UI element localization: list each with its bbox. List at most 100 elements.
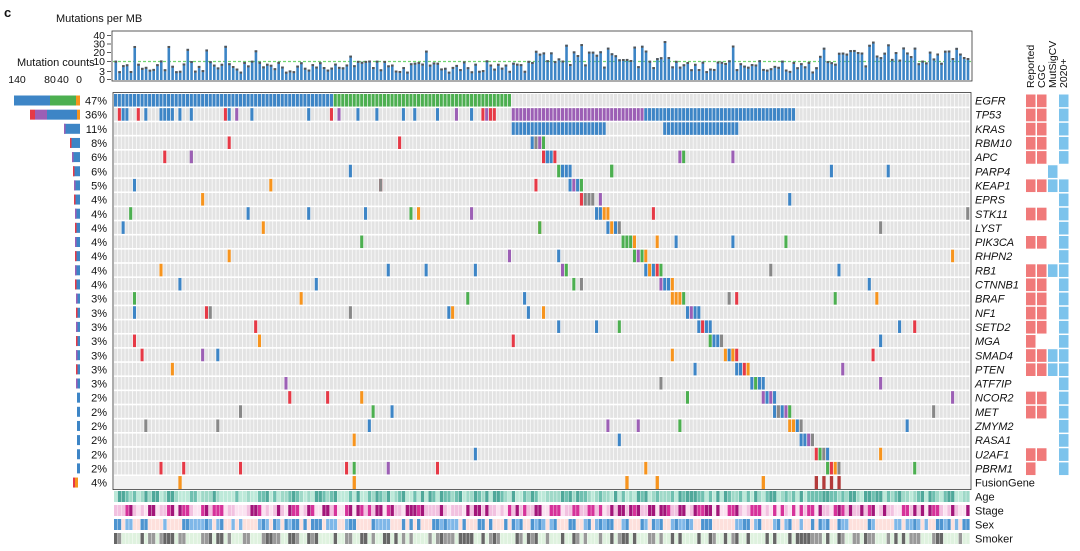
grid-cell [708, 94, 712, 107]
grid-cell [204, 221, 208, 234]
grid-cell [178, 249, 182, 263]
tmb-bar [141, 67, 144, 80]
grid-cell [485, 193, 489, 206]
grid-cell [242, 221, 246, 234]
grid-cell [212, 108, 216, 121]
grid-cell [299, 150, 303, 164]
grid-cell [924, 362, 928, 376]
grid-cell [776, 94, 780, 107]
grid-cell [807, 263, 811, 277]
grid-cell [784, 193, 788, 206]
tmb-bar [765, 69, 769, 80]
grid-cell [345, 235, 349, 249]
grid-cell [417, 193, 421, 206]
grid-cell [666, 178, 671, 192]
grid-cell [939, 306, 943, 319]
grid-cell [303, 150, 307, 164]
grid-cell [132, 320, 137, 333]
grid-cell [939, 235, 943, 249]
grid-cell [735, 249, 739, 263]
grid-cell [182, 164, 186, 178]
grid-cell [212, 277, 216, 291]
grid-cell [375, 122, 379, 135]
grid-cell [428, 334, 432, 348]
tmb-bar [398, 70, 402, 80]
grid-cell [174, 221, 178, 234]
grid-cell [928, 193, 932, 206]
grid-cell [318, 178, 322, 192]
grid-cell [424, 320, 428, 333]
tmb-bar-cap [144, 66, 148, 69]
grid-cell [617, 150, 621, 164]
grid-cell [451, 108, 455, 121]
grid-cell [341, 207, 345, 220]
grid-cell [890, 362, 894, 376]
grid-cell [235, 249, 239, 263]
grid-cell [303, 277, 307, 291]
grid-cell [443, 221, 447, 234]
grid-cell [579, 235, 583, 249]
tmb-bar [262, 66, 265, 80]
grid-cell [276, 164, 280, 178]
grid-cell [954, 207, 958, 220]
grid-cell [898, 221, 902, 234]
grid-cell [640, 235, 644, 249]
grid-cell [140, 306, 144, 319]
grid-cell [148, 249, 152, 263]
grid-cell [208, 263, 212, 277]
grid-cell [651, 150, 655, 164]
grid-cell [860, 277, 864, 291]
grid-cell [375, 277, 379, 291]
grid-cell [413, 136, 417, 149]
grid-cell [413, 362, 417, 376]
grid-cell [697, 348, 701, 362]
grid-cell [326, 292, 330, 305]
grid-cell [223, 334, 227, 348]
grid-cell [939, 94, 943, 107]
tmb-bar [178, 70, 182, 80]
grid-cell [754, 94, 758, 107]
grid-cell [826, 320, 830, 333]
tmb-bar [349, 55, 352, 80]
tmb-bar-cap [239, 71, 243, 74]
grid-cell [704, 334, 708, 348]
grid-cell [776, 306, 780, 319]
grid-cell [920, 249, 924, 263]
grid-cell [420, 292, 424, 305]
grid-cell [174, 263, 178, 277]
grid-cell [348, 136, 352, 149]
tmb-bar [523, 70, 527, 80]
grid-cell [148, 136, 152, 149]
grid-cell [966, 263, 970, 277]
grid-cell [746, 164, 750, 178]
grid-cell [371, 320, 375, 333]
grid-cell [549, 207, 553, 220]
grid-cell [208, 193, 212, 206]
grid-cell [697, 362, 701, 376]
grid-cell [481, 150, 485, 164]
grid-cell [390, 292, 394, 305]
grid-cell [227, 150, 231, 164]
grid-cell [420, 221, 424, 234]
grid-cell [117, 263, 121, 277]
grid-cell [170, 178, 174, 192]
grid-cell [542, 249, 546, 263]
grid-cell [947, 348, 951, 362]
grid-cell [943, 94, 947, 107]
grid-cell [678, 277, 682, 291]
grid-cell [246, 348, 250, 362]
grid-cell [348, 249, 352, 263]
grid-cell [443, 362, 447, 376]
tmb-bar [542, 52, 546, 80]
grid-cell [443, 164, 447, 178]
tmb-bar-cap [466, 67, 470, 70]
grid-cell [621, 94, 625, 107]
grid-cell [829, 249, 833, 263]
grid-cell [636, 348, 640, 362]
grid-cell [326, 150, 330, 164]
grid-cell [417, 136, 421, 149]
grid-cell [651, 136, 655, 149]
grid-cell [454, 136, 458, 149]
grid-cell [451, 348, 455, 362]
grid-cell [466, 334, 470, 348]
